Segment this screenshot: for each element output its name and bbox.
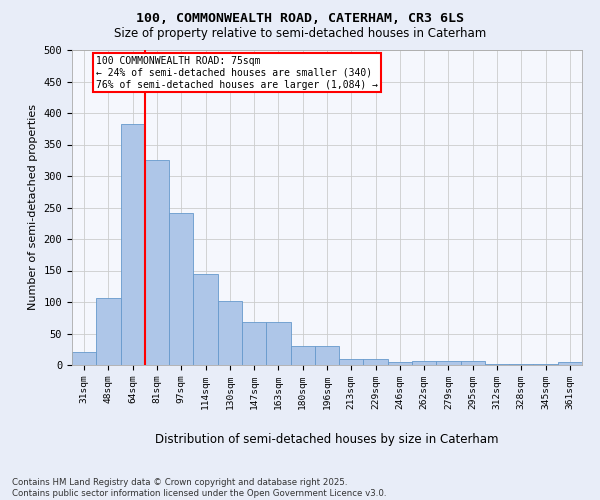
Bar	[509, 364, 533, 365]
Bar	[145, 160, 169, 365]
Bar	[290, 346, 315, 365]
Bar	[412, 361, 436, 365]
Bar	[533, 364, 558, 365]
Text: Distribution of semi-detached houses by size in Caterham: Distribution of semi-detached houses by …	[155, 432, 499, 446]
Bar	[364, 358, 388, 365]
Bar	[558, 362, 582, 365]
Bar	[121, 124, 145, 365]
Bar	[315, 346, 339, 365]
Bar	[485, 364, 509, 365]
Y-axis label: Number of semi-detached properties: Number of semi-detached properties	[28, 104, 38, 310]
Bar	[193, 274, 218, 365]
Bar	[96, 298, 121, 365]
Text: 100, COMMONWEALTH ROAD, CATERHAM, CR3 6LS: 100, COMMONWEALTH ROAD, CATERHAM, CR3 6L…	[136, 12, 464, 26]
Bar	[461, 361, 485, 365]
Bar	[242, 322, 266, 365]
Bar	[339, 358, 364, 365]
Bar	[388, 362, 412, 365]
Text: Size of property relative to semi-detached houses in Caterham: Size of property relative to semi-detach…	[114, 28, 486, 40]
Bar	[169, 213, 193, 365]
Bar	[436, 361, 461, 365]
Bar	[218, 302, 242, 365]
Bar	[266, 322, 290, 365]
Bar	[72, 352, 96, 365]
Text: Contains HM Land Registry data © Crown copyright and database right 2025.
Contai: Contains HM Land Registry data © Crown c…	[12, 478, 386, 498]
Text: 100 COMMONWEALTH ROAD: 75sqm
← 24% of semi-detached houses are smaller (340)
76%: 100 COMMONWEALTH ROAD: 75sqm ← 24% of se…	[96, 56, 378, 90]
